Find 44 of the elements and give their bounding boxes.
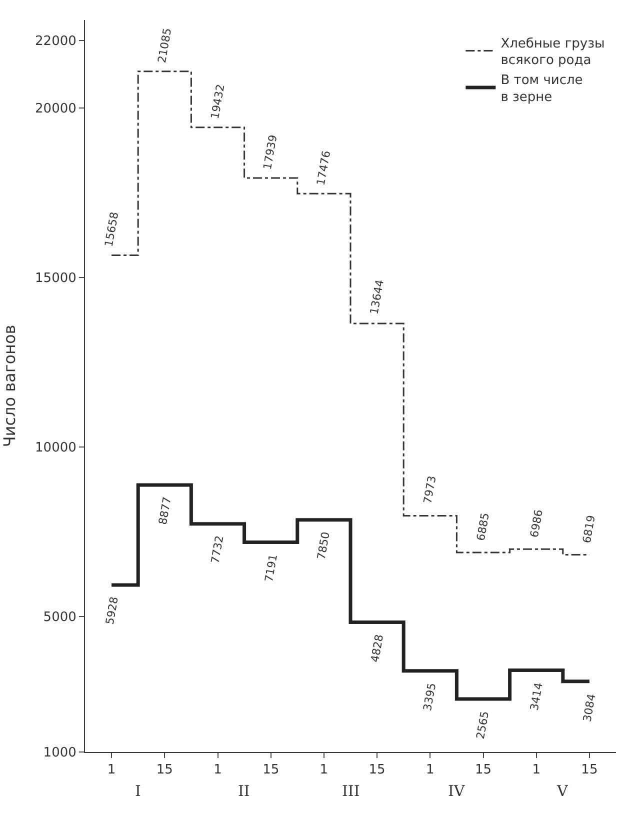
data-label: 7850 (314, 530, 332, 561)
data-label: 2565 (474, 710, 492, 740)
text: IV (448, 782, 466, 800)
data-label: 6885 (474, 512, 492, 542)
data-label: 6819 (580, 514, 598, 544)
y-tick-label: 22000 (35, 34, 76, 49)
data-label: 15658 (102, 210, 122, 248)
x-tick-label: 15 (474, 762, 492, 778)
text: I (135, 782, 141, 800)
text: II (238, 782, 250, 800)
data-label: 5928 (103, 596, 121, 626)
data-label: 7973 (421, 474, 439, 505)
y-tick-label: 5000 (43, 610, 76, 625)
y-tick-label: 10000 (35, 440, 76, 456)
x-tick-label: 15 (581, 762, 598, 778)
x-tick-label: 1 (214, 762, 222, 778)
y-axis-title: Число вагонов (0, 324, 19, 448)
data-label: 3414 (528, 682, 546, 712)
data-label: 17476 (314, 150, 334, 186)
x-tick-label: 1 (107, 762, 116, 778)
data-label: 21085 (155, 27, 174, 64)
data-label: 3084 (580, 692, 598, 723)
text: III (342, 782, 360, 800)
data-label: 13644 (368, 278, 387, 316)
data-label: 7191 (262, 553, 280, 584)
x-tick-label: 1 (532, 762, 540, 778)
data-label: 8877 (156, 496, 174, 526)
legend-label: В том числе в зерне (500, 73, 583, 106)
x-tick-label: 1 (426, 762, 434, 778)
text: V (556, 782, 569, 800)
x-tick-label: 15 (156, 762, 173, 778)
x-tick-label: 15 (262, 762, 280, 778)
data-label: 19432 (208, 83, 228, 120)
data-label: 3395 (420, 682, 439, 712)
data-label: 7732 (208, 534, 226, 564)
y-tick-label: 15000 (35, 271, 76, 286)
y-tick-label: 20000 (35, 102, 76, 117)
y-tick-label: 1000 (43, 746, 76, 761)
data-label: 6986 (528, 508, 546, 538)
x-tick-label: 1 (320, 762, 328, 778)
data-label: 4828 (368, 633, 386, 664)
x-tick-label: 15 (368, 762, 386, 778)
legend-label: Хлебные грузы всякого рода (500, 36, 605, 68)
data-label: 17939 (260, 134, 280, 171)
